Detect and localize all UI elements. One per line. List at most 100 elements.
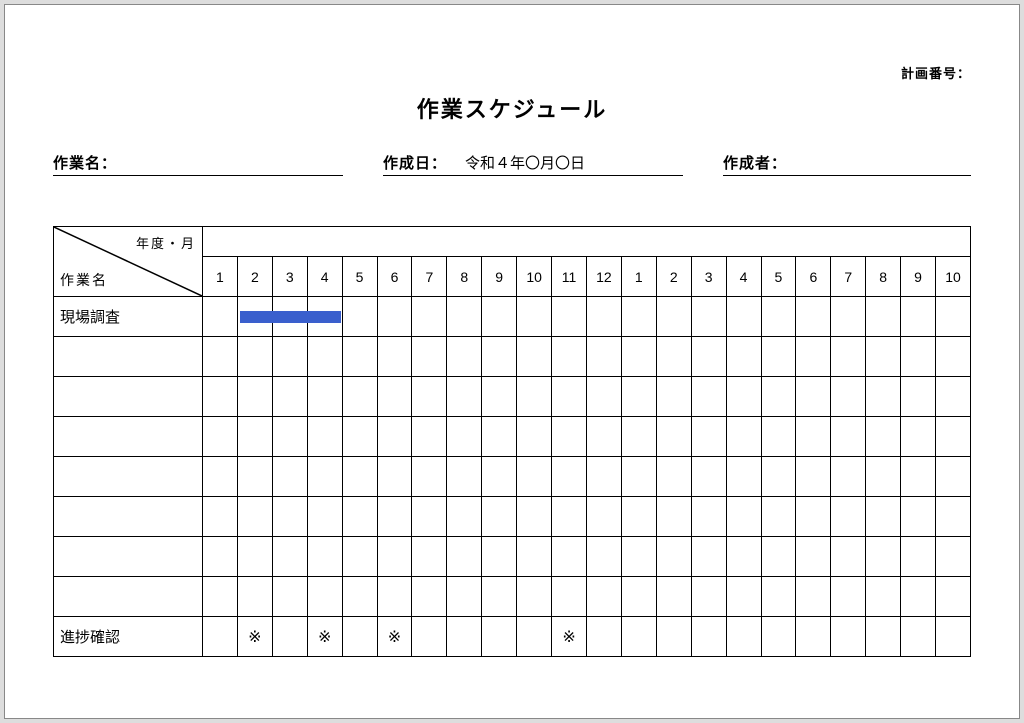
- grid-cell: [831, 457, 866, 497]
- grid-cell: [272, 617, 307, 657]
- grid-cell: [517, 457, 552, 497]
- grid-cell: [237, 457, 272, 497]
- grid-cell: [517, 337, 552, 377]
- grid-cell: [237, 297, 272, 337]
- header-month-21: 10: [936, 257, 971, 297]
- schedule-table: 年度・月作業名12345678910111212345678910現場調査進捗確…: [53, 226, 971, 657]
- task-label-cell: [54, 457, 203, 497]
- task-label-cell: [54, 537, 203, 577]
- grid-cell: [866, 617, 901, 657]
- grid-cell: [621, 297, 656, 337]
- grid-cell: [586, 377, 621, 417]
- table-row: 進捗確認※※※※: [54, 617, 971, 657]
- grid-cell: [831, 617, 866, 657]
- table-row: [54, 497, 971, 537]
- grid-cell: [447, 537, 482, 577]
- grid-cell: [412, 497, 447, 537]
- grid-cell: [203, 577, 238, 617]
- grid-cell: [342, 377, 377, 417]
- meta-author: 作成者：: [723, 152, 971, 176]
- grid-cell: [377, 497, 412, 537]
- grid-cell: [237, 377, 272, 417]
- grid-cell: [377, 417, 412, 457]
- table-row: [54, 457, 971, 497]
- grid-cell: [621, 617, 656, 657]
- grid-cell: [342, 537, 377, 577]
- grid-cell: [726, 457, 761, 497]
- grid-cell: [517, 377, 552, 417]
- grid-cell: [656, 337, 691, 377]
- grid-cell: [517, 417, 552, 457]
- grid-cell: [831, 297, 866, 337]
- grid-cell: [796, 297, 831, 337]
- grid-cell: [691, 417, 726, 457]
- header-month-6: 7: [412, 257, 447, 297]
- grid-cell: [203, 457, 238, 497]
- grid-cell: [901, 537, 936, 577]
- grid-cell: [691, 577, 726, 617]
- grid-cell: ※: [377, 617, 412, 657]
- meta-created-date: 作成日： 令和４年〇月〇日: [383, 152, 683, 176]
- grid-cell: [342, 617, 377, 657]
- grid-cell: [586, 297, 621, 337]
- grid-cell: [621, 417, 656, 457]
- grid-cell: [482, 537, 517, 577]
- grid-cell: [307, 417, 342, 457]
- grid-cell: [552, 417, 587, 457]
- header-year-span: [203, 227, 971, 257]
- grid-cell: [901, 297, 936, 337]
- grid-cell: [447, 417, 482, 457]
- grid-cell: [656, 577, 691, 617]
- grid-cell: [936, 337, 971, 377]
- grid-cell: [412, 417, 447, 457]
- grid-cell: [761, 577, 796, 617]
- progress-mark: ※: [248, 629, 261, 646]
- grid-cell: [482, 417, 517, 457]
- meta-created-date-label: 作成日：: [383, 152, 447, 173]
- grid-cell: [901, 417, 936, 457]
- grid-cell: [272, 537, 307, 577]
- grid-cell: [726, 577, 761, 617]
- grid-cell: [377, 537, 412, 577]
- grid-cell: [796, 617, 831, 657]
- grid-cell: [552, 497, 587, 537]
- grid-cell: [831, 497, 866, 537]
- grid-cell: [482, 617, 517, 657]
- grid-cell: [586, 537, 621, 577]
- grid-cell: [621, 537, 656, 577]
- grid-cell: [482, 577, 517, 617]
- task-label-cell: [54, 417, 203, 457]
- header-month-8: 9: [482, 257, 517, 297]
- grid-cell: [307, 377, 342, 417]
- grid-cell: [796, 337, 831, 377]
- grid-cell: [342, 337, 377, 377]
- grid-cell: [447, 337, 482, 377]
- header-month-13: 2: [656, 257, 691, 297]
- meta-row: 作業名： 作成日： 令和４年〇月〇日 作成者：: [53, 152, 971, 176]
- header-month-18: 7: [831, 257, 866, 297]
- table-row: [54, 537, 971, 577]
- meta-created-date-value: 令和４年〇月〇日: [447, 152, 585, 173]
- grid-cell: [621, 457, 656, 497]
- grid-cell: [272, 417, 307, 457]
- grid-cell: [761, 617, 796, 657]
- header-diag-top: 年度・月: [136, 233, 196, 252]
- grid-cell: [307, 457, 342, 497]
- grid-cell: [761, 537, 796, 577]
- grid-cell: [726, 337, 761, 377]
- gantt-bar: [240, 311, 341, 323]
- grid-cell: [272, 577, 307, 617]
- task-label-cell: [54, 497, 203, 537]
- header-month-9: 10: [517, 257, 552, 297]
- header-month-0: 1: [203, 257, 238, 297]
- grid-cell: [621, 577, 656, 617]
- header-month-15: 4: [726, 257, 761, 297]
- grid-cell: [517, 497, 552, 537]
- plan-number-label: 計画番号：: [53, 63, 971, 82]
- grid-cell: [796, 417, 831, 457]
- schedule-grid: 年度・月作業名12345678910111212345678910現場調査進捗確…: [53, 226, 971, 657]
- header-month-17: 6: [796, 257, 831, 297]
- grid-cell: [761, 497, 796, 537]
- table-row: [54, 417, 971, 457]
- grid-cell: [656, 377, 691, 417]
